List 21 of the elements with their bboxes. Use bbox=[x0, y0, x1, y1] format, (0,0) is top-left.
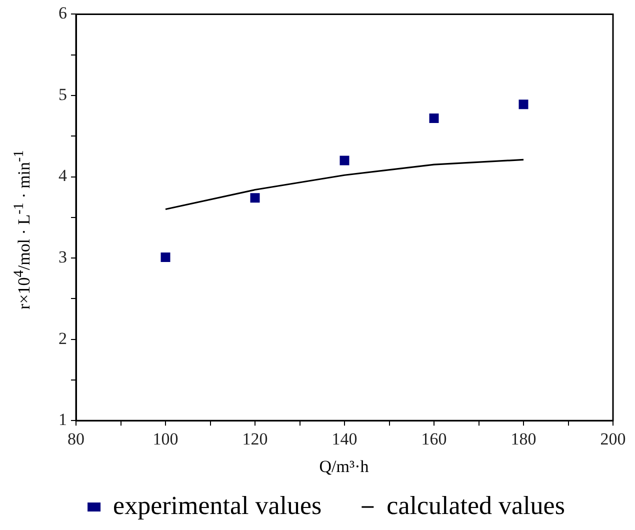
y-tick-label: 1 bbox=[58, 410, 67, 430]
x-tick-label: 120 bbox=[242, 429, 268, 448]
x-tick-label: 80 bbox=[68, 429, 84, 448]
legend-label: calculated values bbox=[386, 490, 565, 520]
point bbox=[160, 252, 170, 262]
point bbox=[429, 113, 439, 123]
point bbox=[250, 193, 260, 203]
y-tick-label: 3 bbox=[58, 248, 67, 267]
x-tick-label: 160 bbox=[421, 429, 447, 448]
point bbox=[518, 100, 528, 110]
y-tick-label: 5 bbox=[58, 84, 67, 104]
x-tick-label: 100 bbox=[152, 429, 178, 448]
x-tick-label: 200 bbox=[600, 429, 626, 448]
y-tick-label: 2 bbox=[58, 328, 67, 348]
point bbox=[340, 156, 350, 166]
x-tick-label: 140 bbox=[332, 429, 358, 448]
y-tick-label: 4 bbox=[58, 166, 68, 186]
legend-label: experimental values bbox=[113, 490, 322, 520]
x-tick-label: 180 bbox=[510, 429, 536, 448]
x-axis-title: Q/m³·h bbox=[318, 457, 370, 477]
y-tick-label: 6 bbox=[58, 4, 67, 23]
